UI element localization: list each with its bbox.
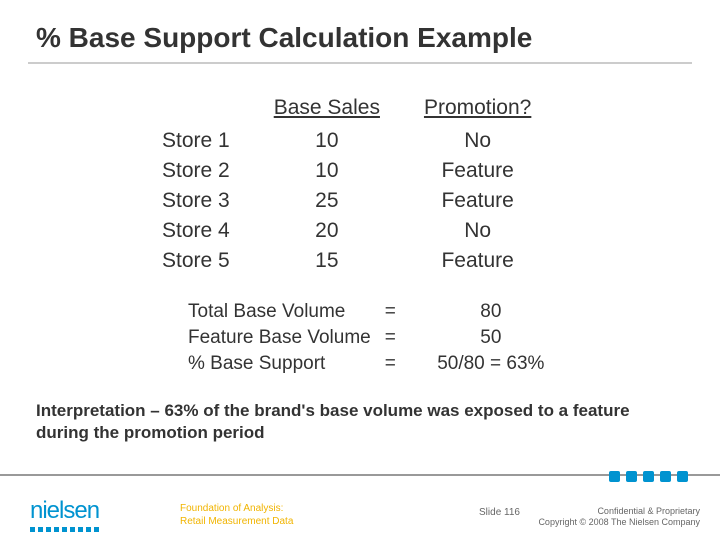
slide-number: Slide 116 [479, 507, 520, 518]
logo-dots [30, 527, 99, 532]
footer-center-line2: Retail Measurement Data [180, 516, 293, 529]
data-table: Base Sales Promotion? Store 1 10 No Stor… [140, 94, 553, 276]
promotion-value: No [402, 126, 553, 156]
promotion-value: No [402, 216, 553, 246]
base-sales-value: 20 [252, 216, 402, 246]
summary-eq: = [379, 326, 414, 350]
summary-label: % Base Support [182, 352, 377, 376]
base-sales-value: 10 [252, 156, 402, 186]
slide-label: Slide [479, 507, 501, 518]
logo-text: nielsen [30, 497, 99, 525]
table-row: Store 5 15 Feature [140, 246, 553, 276]
table-row: Store 2 10 Feature [140, 156, 553, 186]
col-header-base-sales: Base Sales [252, 94, 402, 126]
store-label: Store 4 [140, 216, 252, 246]
summary-row: Total Base Volume = 80 [182, 300, 566, 324]
footer-right-line2: Copyright © 2008 The Nielsen Company [538, 517, 700, 528]
store-label: Store 3 [140, 186, 252, 216]
promotion-value: Feature [402, 156, 553, 186]
slide-number-value: 116 [504, 507, 520, 518]
store-label: Store 2 [140, 156, 252, 186]
summary-block: Total Base Volume = 80 Feature Base Volu… [180, 298, 680, 378]
store-label: Store 1 [140, 126, 252, 156]
interpretation-text: Interpretation – 63% of the brand's base… [36, 400, 684, 444]
summary-row: % Base Support = 50/80 = 63% [182, 352, 566, 376]
summary-eq: = [379, 300, 414, 324]
summary-value: 80 [416, 300, 566, 324]
content-area: Base Sales Promotion? Store 1 10 No Stor… [0, 64, 720, 378]
summary-table: Total Base Volume = 80 Feature Base Volu… [180, 298, 568, 378]
footer-center-text: Foundation of Analysis: Retail Measureme… [180, 503, 293, 528]
nielsen-logo: nielsen [30, 497, 99, 532]
summary-value: 50/80 = 63% [416, 352, 566, 376]
summary-value: 50 [416, 326, 566, 350]
promotion-value: Feature [402, 246, 553, 276]
summary-eq: = [379, 352, 414, 376]
base-sales-value: 10 [252, 126, 402, 156]
base-sales-value: 15 [252, 246, 402, 276]
interpretation-lead: Interpretation – [36, 401, 164, 420]
footer-right-text: Confidential & Proprietary Copyright © 2… [538, 506, 700, 529]
summary-label: Feature Base Volume [182, 326, 377, 350]
table-row: Store 3 25 Feature [140, 186, 553, 216]
slide-title: % Base Support Calculation Example [0, 0, 720, 62]
footer-right-line1: Confidential & Proprietary [538, 506, 700, 517]
accent-dots [609, 471, 688, 482]
promotion-value: Feature [402, 186, 553, 216]
summary-label: Total Base Volume [182, 300, 377, 324]
footer-center-line1: Foundation of Analysis: [180, 503, 293, 516]
store-label: Store 5 [140, 246, 252, 276]
col-header-promotion: Promotion? [402, 94, 553, 126]
table-header-row: Base Sales Promotion? [140, 94, 553, 126]
table-row: Store 1 10 No [140, 126, 553, 156]
table-row: Store 4 20 No [140, 216, 553, 246]
summary-row: Feature Base Volume = 50 [182, 326, 566, 350]
base-sales-value: 25 [252, 186, 402, 216]
